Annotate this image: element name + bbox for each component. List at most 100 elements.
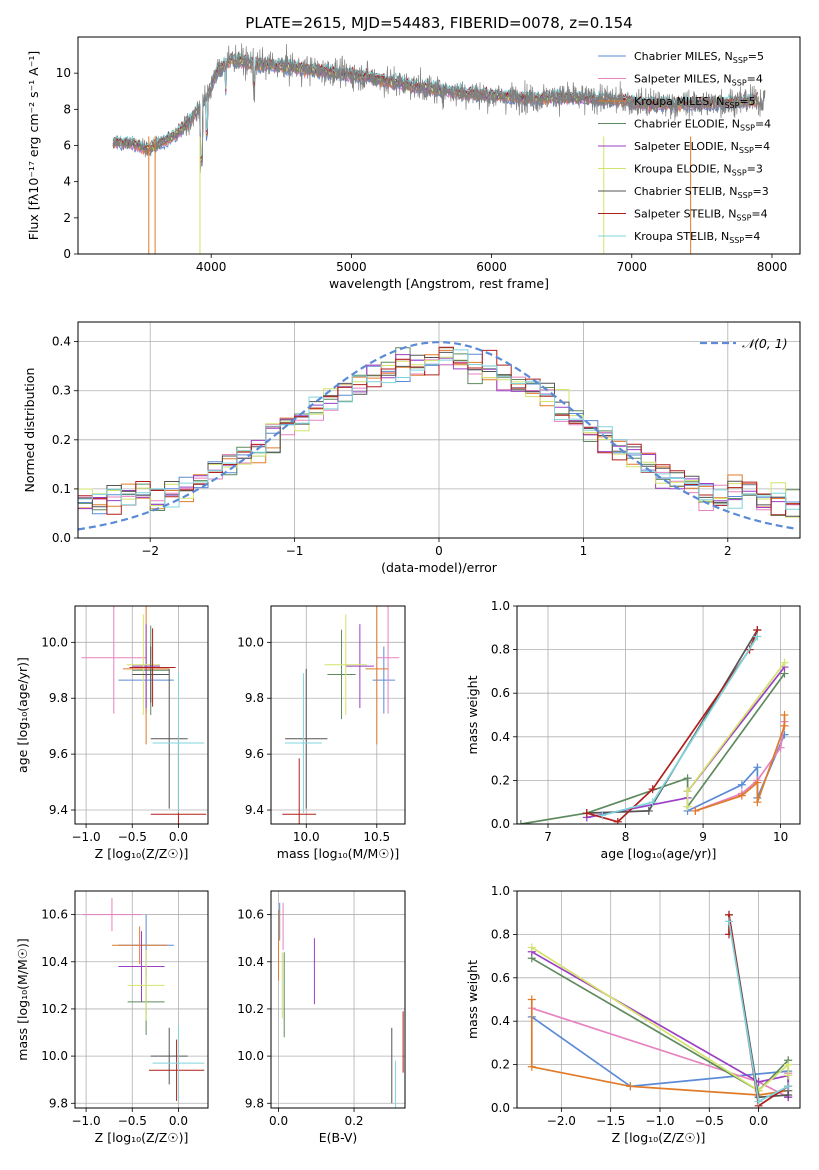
chart-title: PLATE=2615, MJD=54483, FIBERID=0078, z=0… [245, 14, 632, 32]
mass-weight-marker [648, 785, 657, 794]
legend-value: =5 [739, 95, 755, 108]
y-tick-label: 6 [63, 139, 71, 153]
x-tick-label: 8000 [757, 260, 788, 274]
x-axis-label: mass [log₁₀(M/M☉)] [277, 846, 399, 861]
mass-weight-marker [784, 1071, 793, 1080]
legend-value: =3 [747, 163, 763, 176]
y-tick-label: 9.4 [245, 803, 264, 817]
legend-value: =4 [744, 230, 760, 243]
plot-area-mass-vs-ebv [271, 891, 405, 1108]
legend-value: =4 [751, 208, 767, 221]
mass-weight-marker [725, 917, 734, 926]
legend-label: Chabrier ELODIE, NSSP=4 [634, 118, 771, 133]
legend-subscript: SSP [733, 56, 748, 65]
y-tick-label: 9.8 [49, 691, 68, 705]
y-tick-label: 10.4 [41, 955, 68, 969]
x-tick-label: 9 [699, 830, 707, 844]
axes-frame [77, 36, 801, 255]
y-tick-label: 0.0 [52, 531, 71, 545]
x-tick-label: −2 [141, 544, 159, 558]
axes-frame [77, 321, 801, 539]
mass-weight-marker [691, 806, 700, 815]
x-tick-label: 1 [580, 544, 588, 558]
mass-weight-marker [780, 658, 789, 667]
x-tick-label: 10.0 [293, 830, 320, 844]
axes-frame [516, 890, 801, 1109]
x-tick-label: 10.5 [363, 830, 390, 844]
y-tick-label: 10 [56, 66, 71, 80]
x-tick-label: 0.0 [749, 1114, 768, 1128]
mass-weight-marker [527, 995, 536, 1004]
x-tick-label: 0.0 [169, 1114, 188, 1128]
x-tick-label: −1 [286, 544, 304, 558]
y-tick-label: 10.0 [41, 635, 68, 649]
y-tick-label: 0.8 [491, 927, 510, 941]
x-tick-label: −1.5 [596, 1114, 625, 1128]
mass-weight-marker [754, 1097, 763, 1106]
y-tick-label: 10.4 [237, 955, 264, 969]
legend-label: Chabrier STELIB, NSSP=3 [634, 185, 769, 200]
y-axis-label: Flux [fλ10⁻¹⁷ erg cm⁻² s⁻¹ A⁻¹] [26, 51, 41, 240]
y-tick-label: 0.6 [491, 686, 510, 700]
legend-subscript: SSP [738, 191, 753, 200]
x-tick-label: 6000 [476, 260, 507, 274]
mass-weight-marker [776, 743, 785, 752]
y-tick-label: 0.4 [52, 335, 71, 349]
y-tick-label: 0 [63, 247, 71, 261]
y-axis-label: mass weight [465, 675, 480, 754]
legend-subscript: SSP [732, 169, 747, 178]
mass-weight-marker [683, 774, 692, 783]
legend-value: =4 [754, 140, 770, 153]
y-axis-label: age [log₁₀(age/yr)] [15, 657, 30, 773]
mass-weight-marker [784, 1082, 793, 1091]
y-tick-label: 1.0 [491, 884, 510, 898]
y-tick-label: 10.0 [237, 635, 264, 649]
plot-area-mass-vs-z [75, 891, 208, 1108]
y-tick-label: 10.6 [41, 908, 68, 922]
x-axis-label: Z [log₁₀(Z/Z☉)] [95, 1130, 189, 1145]
panel-mass-weight-vs-age: 7 8 9 10 0.0 0.2 0.4 0.6 0.8 1.0 age [log₁₀(age/yr… [465, 599, 801, 861]
x-tick-label: 0.2 [344, 1114, 363, 1128]
mass-weight-marker [780, 711, 789, 719]
mass-weight-marker [753, 798, 762, 807]
plot-area-age-vs-mass [271, 606, 405, 824]
mass-weight-line [586, 629, 759, 823]
y-tick-label: 0.4 [491, 730, 510, 744]
legend-subscript: SSP [724, 101, 739, 110]
mass-weight-marker [648, 798, 657, 807]
mass-weight-marker [737, 780, 746, 789]
mass-weight-marker [780, 721, 789, 730]
y-tick-label: 9.8 [49, 1096, 68, 1110]
legend-value: =5 [748, 50, 764, 63]
plot-area-mass-weight-vs-z [517, 891, 800, 1108]
axes-frame [270, 605, 406, 825]
y-axis-label: mass [log₁₀(M/M☉)] [15, 938, 30, 1060]
normal-curve [78, 341, 798, 531]
x-tick-label: 0.0 [169, 830, 188, 844]
y-tick-label: 0.4 [491, 1014, 510, 1028]
mass-weight-marker [644, 806, 653, 815]
y-tick-label: 0.2 [491, 1058, 510, 1072]
y-tick-label: 8 [63, 102, 71, 116]
legend-label: 𝒩(0, 1) [742, 336, 788, 351]
y-tick-label: 9.4 [49, 803, 68, 817]
plot-area-spectrum [112, 43, 766, 254]
y-tick-label: 0.0 [491, 817, 510, 831]
mass-weight-marker [527, 943, 536, 952]
panel-mass-vs-ebv: 0.0 0.2 9.8 10.0 10.2 10.4 10.6 E(B-V) [237, 890, 406, 1145]
y-tick-label: 10.2 [41, 1002, 68, 1016]
x-tick-label: −1.0 [645, 1114, 674, 1128]
histogram-salpeter-stelib [78, 346, 800, 538]
panel-age-vs-mass: 10.0 10.5 9.4 9.6 9.8 10.0 mass [log₁₀(M/M☉)] [237, 605, 406, 861]
data-spectrum [112, 43, 766, 174]
plot-area-residuals [78, 322, 800, 538]
legend-label: Kroupa STELIB, NSSP=4 [634, 230, 760, 245]
y-tick-label: 10.0 [41, 1049, 68, 1063]
mass-weight-marker [683, 802, 692, 811]
y-tick-label: 10.6 [237, 908, 264, 922]
x-tick-label: 8 [622, 830, 630, 844]
y-tick-label: 2 [63, 211, 71, 225]
x-axis-label: Z [log₁₀(Z/Z☉)] [612, 1130, 706, 1145]
x-tick-label: −0.5 [695, 1114, 724, 1128]
y-tick-label: 9.6 [49, 747, 68, 761]
